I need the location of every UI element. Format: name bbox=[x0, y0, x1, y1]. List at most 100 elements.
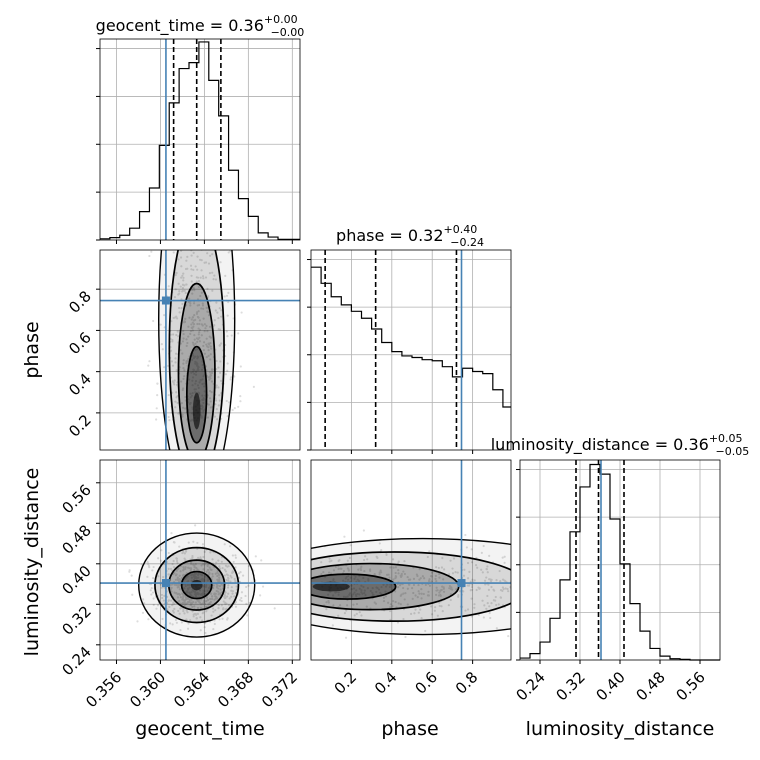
sample-point bbox=[575, 585, 577, 587]
sample-point bbox=[373, 573, 376, 576]
sample-point bbox=[202, 568, 205, 571]
sample-point bbox=[715, 591, 717, 593]
xtick-label-luminosity-distance: 0.48 bbox=[632, 668, 668, 704]
sample-point bbox=[210, 380, 214, 383]
sample-point bbox=[525, 590, 527, 592]
sample-point bbox=[195, 592, 198, 596]
sample-point bbox=[195, 617, 198, 620]
contour-level bbox=[312, 581, 350, 592]
sample-point bbox=[200, 307, 203, 310]
sample-point bbox=[194, 590, 197, 594]
sample-point bbox=[167, 567, 170, 570]
sample-point bbox=[218, 399, 221, 402]
sample-point bbox=[395, 575, 398, 579]
sample-point bbox=[225, 205, 227, 207]
sample-point bbox=[178, 612, 181, 615]
sample-point bbox=[667, 592, 669, 594]
sample-point bbox=[521, 587, 523, 589]
sample-point bbox=[214, 278, 218, 281]
sample-point bbox=[209, 336, 213, 339]
sample-point bbox=[179, 596, 182, 599]
sample-point bbox=[437, 594, 441, 597]
sample-point bbox=[532, 582, 534, 584]
sample-point bbox=[376, 556, 379, 559]
sample-point bbox=[211, 595, 214, 598]
sample-point bbox=[225, 294, 229, 297]
sample-point bbox=[194, 524, 197, 527]
sample-point bbox=[201, 382, 204, 386]
sample-point bbox=[180, 307, 183, 310]
sample-point bbox=[203, 330, 206, 333]
sample-point bbox=[187, 358, 190, 361]
sample-point bbox=[180, 602, 184, 605]
sample-point bbox=[198, 322, 201, 326]
sample-point bbox=[171, 338, 174, 342]
sample-point bbox=[207, 403, 211, 406]
sample-point bbox=[189, 567, 193, 570]
sample-point bbox=[190, 574, 193, 577]
sample-point bbox=[140, 563, 143, 566]
sample-point bbox=[215, 585, 219, 588]
sample-point bbox=[397, 572, 400, 575]
sample-point bbox=[192, 613, 195, 616]
sample-point bbox=[203, 600, 206, 603]
sample-point bbox=[200, 407, 204, 410]
sample-point bbox=[584, 556, 586, 558]
sample-point bbox=[179, 256, 183, 259]
sample-point bbox=[189, 392, 192, 395]
sample-point bbox=[524, 598, 526, 600]
sample-point bbox=[148, 254, 151, 258]
sample-point bbox=[176, 593, 179, 596]
sample-point bbox=[200, 578, 203, 581]
sample-point bbox=[193, 576, 196, 579]
sample-point bbox=[160, 593, 163, 597]
sample-point bbox=[182, 550, 185, 554]
sample-point bbox=[213, 598, 216, 601]
sample-point bbox=[353, 591, 356, 594]
sample-point bbox=[190, 288, 194, 292]
sample-point bbox=[197, 593, 200, 596]
sample-point bbox=[213, 324, 216, 327]
sample-point bbox=[517, 575, 519, 577]
sample-point bbox=[415, 573, 418, 576]
sample-point bbox=[208, 573, 211, 576]
sample-point bbox=[156, 382, 159, 385]
sample-point bbox=[530, 546, 532, 548]
sample-point bbox=[502, 587, 505, 591]
sample-point bbox=[227, 584, 230, 587]
sample-point bbox=[199, 241, 201, 243]
sample-point bbox=[206, 345, 209, 348]
sample-point bbox=[186, 359, 190, 363]
sample-point bbox=[197, 391, 200, 394]
sample-point bbox=[369, 569, 372, 572]
sample-point bbox=[219, 379, 223, 382]
sample-point bbox=[469, 589, 472, 592]
sample-point bbox=[199, 378, 202, 382]
sample-point bbox=[437, 566, 440, 570]
sample-point bbox=[636, 567, 638, 569]
sample-point bbox=[398, 584, 402, 587]
sample-point bbox=[218, 207, 220, 209]
sample-point bbox=[201, 577, 204, 580]
sample-point bbox=[205, 157, 207, 159]
sample-point bbox=[231, 408, 234, 412]
sample-point bbox=[187, 192, 189, 194]
sample-point bbox=[171, 380, 174, 383]
sample-point bbox=[332, 578, 335, 581]
sample-point bbox=[186, 587, 190, 590]
sample-point bbox=[194, 362, 197, 365]
sample-point bbox=[369, 568, 372, 571]
sample-point bbox=[498, 569, 501, 573]
sample-point bbox=[217, 386, 220, 389]
sample-point bbox=[208, 375, 212, 378]
sample-point bbox=[194, 348, 197, 352]
sample-point bbox=[194, 612, 197, 616]
sample-point bbox=[403, 560, 406, 563]
sample-point bbox=[179, 163, 181, 165]
sample-point bbox=[203, 563, 206, 566]
sample-point bbox=[148, 566, 151, 569]
sample-point bbox=[471, 578, 474, 581]
sample-point bbox=[188, 592, 191, 595]
sample-point bbox=[392, 599, 395, 603]
sample-point bbox=[191, 321, 194, 324]
